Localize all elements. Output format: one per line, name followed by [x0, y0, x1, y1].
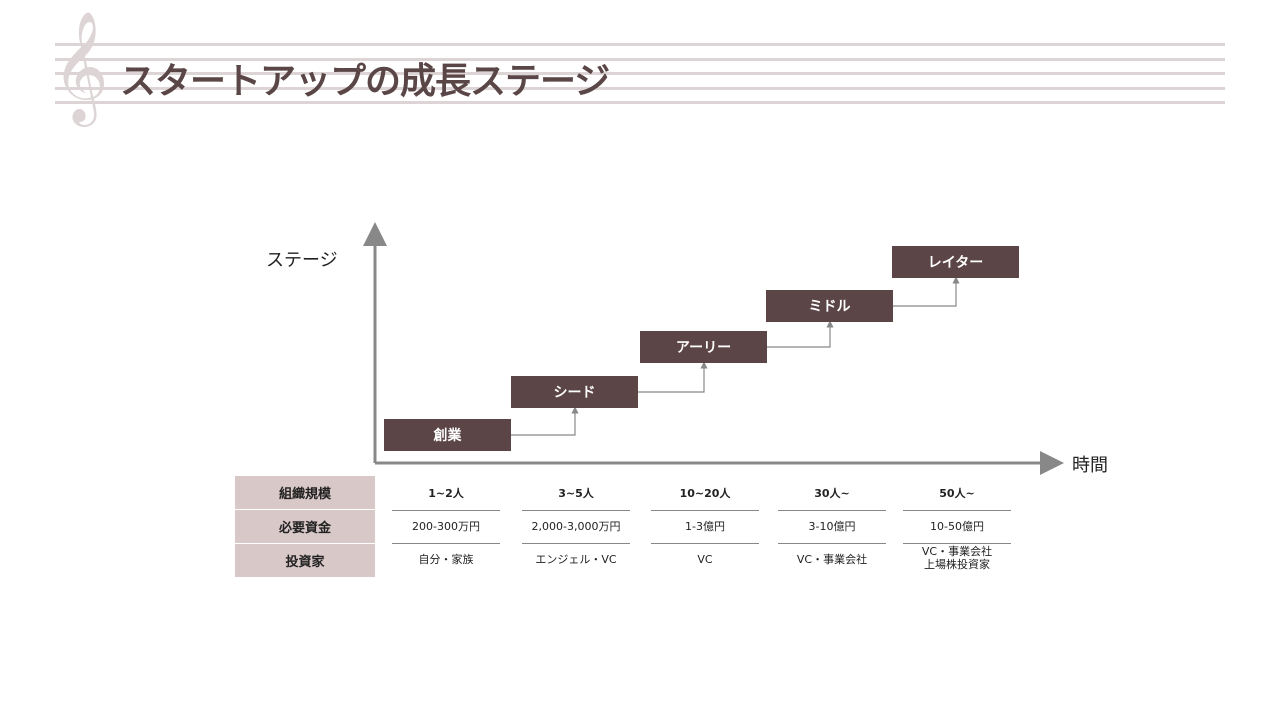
- row-divider: [903, 510, 1011, 511]
- stage-connector-arrow: [893, 276, 960, 307]
- stage-connector-arrow: [638, 361, 708, 393]
- table-cell: エンジェル・VC: [535, 553, 617, 566]
- stage-box: シード: [511, 376, 638, 408]
- table-cell: 1~2人: [428, 487, 464, 500]
- table-cell: 10-50億円: [930, 520, 984, 533]
- stage-box: アーリー: [640, 331, 767, 363]
- page-title: スタートアップの成長ステージ: [120, 61, 610, 102]
- stage-box: 創業: [384, 419, 511, 451]
- row-header: 組織規模: [235, 476, 375, 509]
- stage-connector-arrow: [767, 320, 834, 348]
- table-cell: 1-3億円: [685, 520, 725, 533]
- stage-box: ミドル: [766, 290, 893, 322]
- table-cell: VC: [697, 553, 713, 566]
- row-header: 投資家: [235, 544, 375, 577]
- row-divider: [903, 543, 1011, 544]
- table-cell: VC・事業会社: [796, 553, 868, 566]
- stage-connector-arrow: [511, 406, 579, 436]
- table-cell: 3-10億円: [808, 520, 856, 533]
- table-cell: 200-300万円: [412, 520, 480, 533]
- row-divider: [522, 543, 630, 544]
- row-divider: [651, 543, 759, 544]
- y-axis-label: ステージ: [266, 250, 338, 271]
- row-header: 必要資金: [235, 510, 375, 543]
- row-divider: [392, 510, 500, 511]
- table-cell: 自分・家族: [418, 553, 474, 566]
- table-cell: 10~20人: [679, 487, 731, 500]
- table-cell: 2,000-3,000万円: [531, 520, 621, 533]
- row-divider: [778, 510, 886, 511]
- stage-box: レイター: [892, 246, 1019, 278]
- row-divider: [392, 543, 500, 544]
- row-divider: [651, 510, 759, 511]
- treble-clef-icon: 𝄞: [52, 10, 109, 122]
- table-cell: VC・事業会社 上場株投資家: [921, 545, 993, 571]
- table-cell: 50人~: [939, 487, 975, 500]
- row-divider: [522, 510, 630, 511]
- table-cell: 3~5人: [558, 487, 594, 500]
- row-divider: [778, 543, 886, 544]
- x-axis-label: 時間: [1072, 455, 1108, 476]
- table-cell: 30人~: [814, 487, 850, 500]
